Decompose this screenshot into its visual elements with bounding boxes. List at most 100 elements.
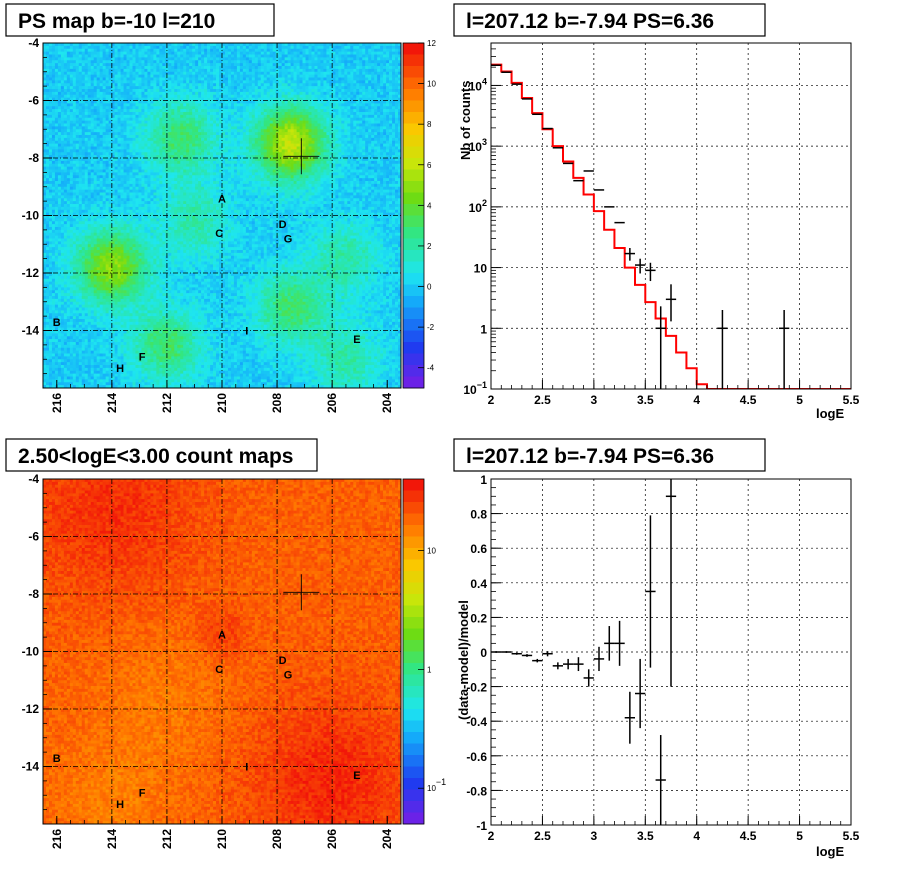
- heatmap-cell: [84, 106, 89, 110]
- heatmap-cell: [66, 247, 71, 251]
- heatmap-cell: [126, 183, 130, 188]
- heatmap-cell: [43, 342, 47, 346]
- heatmap-cell: [105, 123, 109, 127]
- heatmap-cell: [63, 356, 68, 360]
- heatmap-cell: [117, 267, 121, 271]
- heatmap-cell: [63, 89, 68, 93]
- heatmap-cell: [132, 183, 136, 188]
- heatmap-cell: [90, 163, 95, 167]
- heatmap-cell: [48, 350, 53, 354]
- heatmap-cell: [108, 195, 112, 199]
- heatmap-cell: [102, 86, 106, 90]
- heatmap-cell: [147, 160, 151, 165]
- heatmap-cell: [129, 178, 133, 182]
- heatmap-cell: [87, 45, 92, 50]
- heatmap-cell: [153, 350, 157, 354]
- heatmap-cell: [135, 140, 139, 144]
- heatmap-cell: [66, 316, 71, 320]
- heatmap-cell: [48, 319, 53, 323]
- heatmap-cell: [144, 97, 148, 101]
- heatmap-cell: [123, 86, 127, 90]
- heatmap-cell: [75, 313, 80, 317]
- heatmap-cell: [54, 160, 59, 165]
- heatmap-cell: [135, 273, 139, 277]
- heatmap-cell: [126, 192, 130, 196]
- heatmap-cell: [43, 160, 47, 165]
- heatmap-cell: [60, 310, 65, 314]
- heatmap-cell: [138, 382, 142, 386]
- heatmap-cell: [69, 175, 74, 179]
- heatmap-cell: [51, 218, 56, 222]
- heatmap-cell: [114, 382, 118, 386]
- heatmap-cell: [63, 45, 68, 50]
- heatmap-cell: [57, 86, 62, 90]
- heatmap-cell: [150, 241, 154, 245]
- heatmap-cell: [57, 91, 62, 96]
- heatmap-cell: [99, 178, 104, 182]
- heatmap-cell: [63, 385, 68, 388]
- heatmap-cell: [48, 204, 53, 208]
- heatmap-cell: [132, 327, 136, 331]
- heatmap-cell: [78, 146, 83, 150]
- heatmap-cell: [162, 241, 166, 245]
- heatmap-cell: [153, 362, 157, 366]
- heatmap-cell: [43, 158, 47, 162]
- heatmap-cell: [141, 376, 145, 380]
- heatmap-cell: [156, 178, 160, 182]
- heatmap-cell: [132, 195, 136, 199]
- heatmap-cell: [102, 71, 106, 75]
- heatmap-cell: [48, 166, 53, 170]
- heatmap-cell: [45, 336, 50, 340]
- heatmap-cell: [78, 241, 83, 245]
- heatmap-cell: [150, 83, 154, 87]
- heatmap-cell: [153, 301, 157, 305]
- heatmap-cell: [84, 160, 89, 165]
- heatmap-cell: [108, 91, 112, 96]
- heatmap-cell: [138, 319, 142, 323]
- heatmap-cell: [129, 149, 133, 153]
- heatmap-cell: [141, 287, 145, 291]
- heatmap-cell: [60, 215, 65, 219]
- heatmap-cell: [81, 43, 86, 47]
- heatmap-cell: [129, 324, 133, 328]
- heatmap-cell: [123, 175, 127, 179]
- heatmap-cell: [69, 103, 74, 107]
- heatmap-cell: [162, 152, 166, 156]
- heatmap-cell: [111, 333, 115, 337]
- heatmap-cell: [81, 172, 86, 176]
- heatmap-cell: [99, 175, 104, 179]
- heatmap-cell: [102, 347, 106, 351]
- heatmap-cell: [132, 201, 136, 205]
- heatmap-cell: [45, 296, 50, 300]
- heatmap-cell: [123, 106, 127, 110]
- heatmap-cell: [57, 57, 62, 61]
- heatmap-cell: [48, 224, 53, 228]
- heatmap-cell: [141, 43, 145, 47]
- heatmap-cell: [81, 94, 86, 98]
- heatmap-cell: [84, 172, 89, 176]
- heatmap-cell: [150, 195, 154, 199]
- heatmap-cell: [99, 149, 104, 153]
- heatmap-cell: [102, 51, 106, 55]
- heatmap-cell: [51, 215, 56, 219]
- heatmap-cell: [51, 209, 56, 213]
- heatmap-cell: [132, 91, 136, 96]
- heatmap-cell: [135, 114, 139, 119]
- heatmap-cell: [117, 189, 121, 193]
- heatmap-cell: [138, 117, 142, 121]
- heatmap-cell: [117, 68, 121, 73]
- heatmap-cell: [54, 232, 59, 236]
- heatmap-cell: [90, 339, 95, 343]
- heatmap-cell: [48, 186, 53, 190]
- heatmap-cell: [135, 166, 139, 170]
- heatmap-cell: [135, 123, 139, 127]
- heatmap-cell: [51, 373, 56, 377]
- heatmap-cell: [126, 367, 130, 372]
- heatmap-cell: [126, 63, 130, 67]
- heatmap-cell: [138, 89, 142, 93]
- heatmap-cell: [87, 94, 92, 98]
- heatmap-cell: [144, 264, 148, 268]
- heatmap-cell: [144, 290, 148, 294]
- heatmap-cell: [57, 227, 62, 231]
- heatmap-cell: [78, 186, 83, 190]
